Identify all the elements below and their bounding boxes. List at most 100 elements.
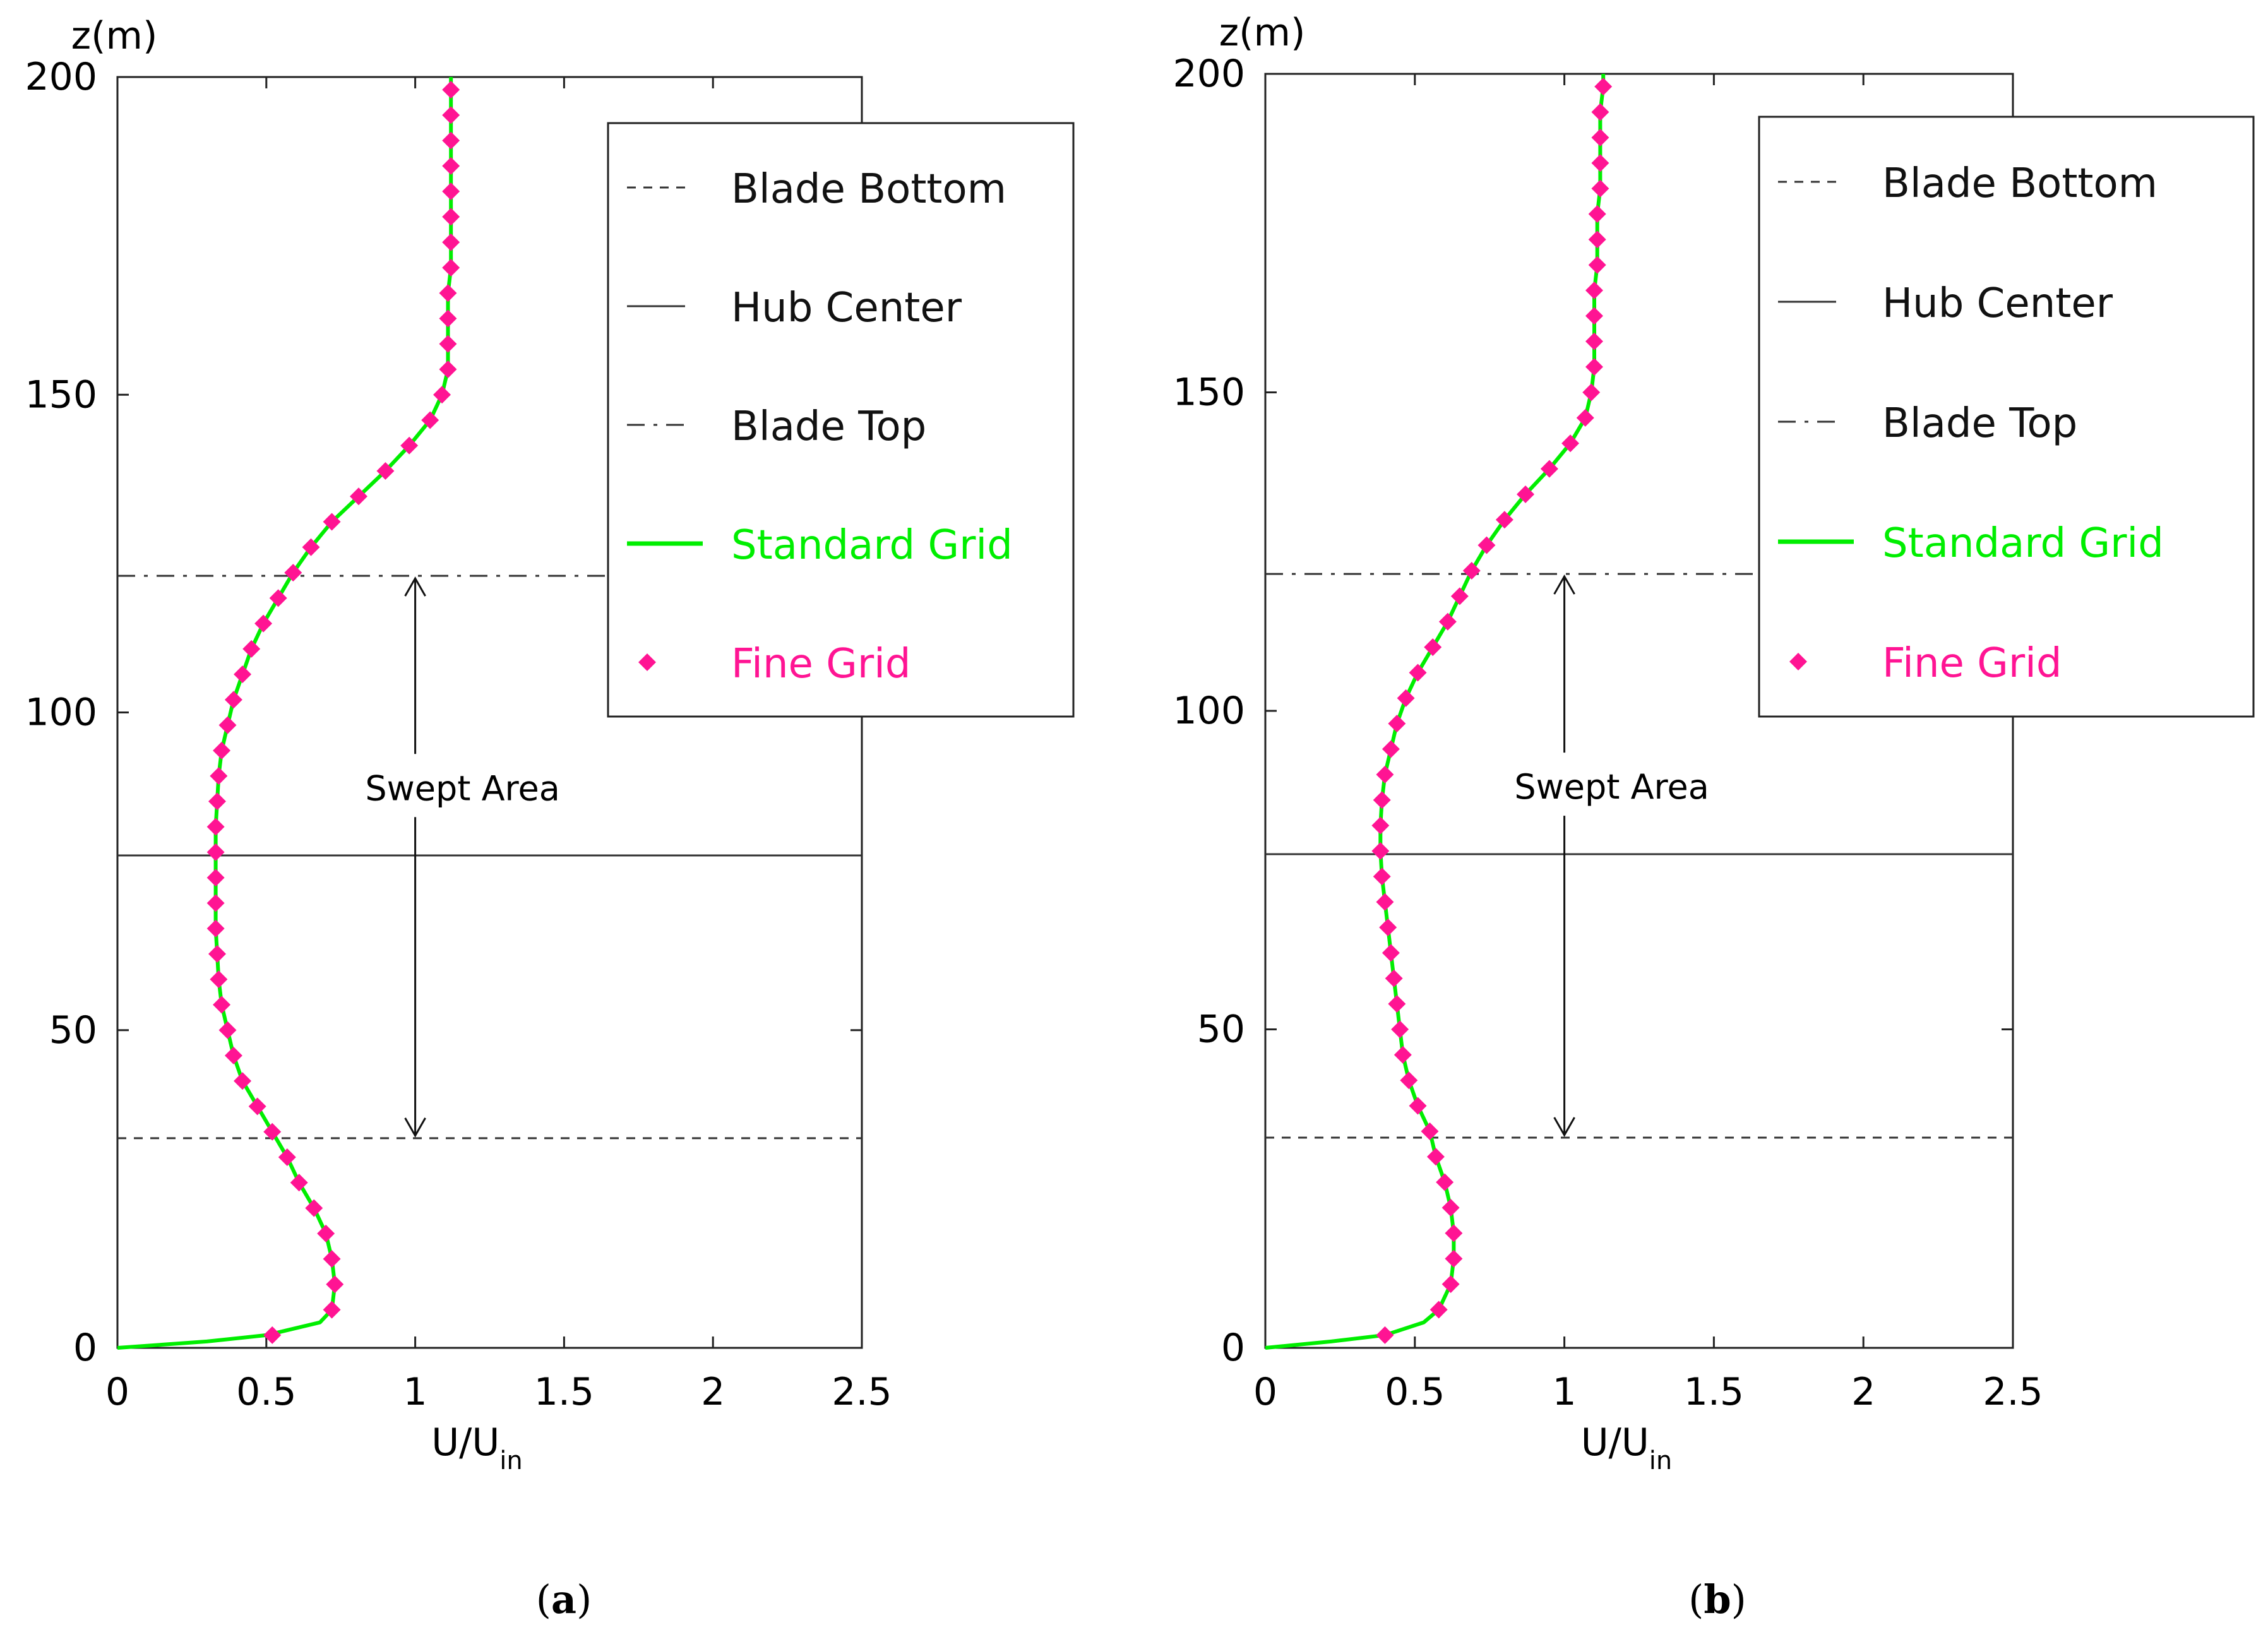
y-tick-label: 150	[1173, 371, 1245, 415]
fine-grid-point	[206, 843, 225, 861]
fine-grid-point	[1591, 128, 1609, 146]
swept-area-arrowhead-up	[404, 576, 426, 597]
fine-grid-point	[1376, 765, 1394, 783]
legend-box	[607, 122, 1075, 718]
fine-grid-point	[442, 182, 460, 201]
fine-grid-point	[1409, 664, 1427, 682]
fine-grid-point	[1388, 715, 1406, 733]
fine-grid-point	[1429, 1301, 1448, 1319]
x-tick-label: 1.5	[1684, 1370, 1744, 1414]
legend-label: Fine Grid	[731, 641, 911, 688]
panel-caption: (a)	[536, 1576, 592, 1622]
fine-grid-point	[1382, 944, 1400, 962]
swept-area-arrowhead-down	[1553, 1117, 1575, 1138]
fine-grid-point	[1462, 562, 1481, 580]
x-axis-title: U/Uin	[1581, 1420, 1673, 1475]
legend-label: Fine Grid	[1882, 640, 2062, 687]
x-tick-label: 0.5	[1385, 1370, 1445, 1414]
fine-grid-point	[1391, 1020, 1409, 1039]
fine-grid-point	[442, 233, 460, 251]
fine-grid-point	[1585, 358, 1603, 376]
fine-grid-point	[1426, 1148, 1445, 1166]
panel-caption: (b)	[1688, 1576, 1746, 1622]
fine-grid-point	[442, 258, 460, 277]
fine-grid-point	[206, 818, 225, 836]
fine-grid-point	[1588, 256, 1606, 274]
fine-grid-point	[376, 462, 395, 480]
fine-grid-point	[1382, 740, 1400, 758]
fine-grid-point	[323, 1301, 341, 1319]
fine-grid-point	[400, 436, 419, 455]
legend-label: Standard Grid	[731, 522, 1013, 569]
fine-grid-point	[1591, 179, 1609, 198]
fine-grid-point	[1445, 1249, 1463, 1268]
fine-grid-point	[1561, 434, 1580, 453]
fine-grid-point	[1371, 842, 1390, 860]
y-tick-label: 200	[1173, 52, 1245, 96]
fine-grid-point	[439, 360, 457, 378]
fine-grid-point	[213, 741, 231, 759]
fine-grid-point	[278, 1148, 296, 1167]
fine-grid-point	[1436, 1173, 1454, 1191]
fine-grid-point	[433, 386, 451, 404]
fine-grid-point	[269, 589, 287, 607]
fine-grid-point	[1441, 1275, 1460, 1294]
caption-letter: a	[551, 1576, 576, 1622]
legend-label: Blade Bottom	[731, 166, 1006, 213]
fine-grid-point	[1379, 919, 1397, 937]
fine-grid-point	[210, 970, 228, 989]
y-tick-label: 0	[73, 1326, 97, 1370]
x-tick-label: 1	[1553, 1370, 1577, 1414]
x-tick-label: 2	[1851, 1370, 1875, 1414]
fine-grid-point	[1576, 408, 1594, 427]
fine-grid-point	[1585, 332, 1603, 350]
fine-grid-point	[1438, 612, 1457, 631]
caption-open: (	[1688, 1576, 1704, 1622]
fine-grid-point	[442, 131, 460, 150]
fine-grid-point	[1450, 587, 1469, 605]
fine-grid-point	[305, 1199, 323, 1217]
fine-grid-point	[213, 996, 231, 1014]
fine-grid-point	[208, 944, 226, 963]
y-axis-title: z(m)	[71, 14, 158, 58]
fine-grid-point	[290, 1174, 308, 1192]
fine-grid-point	[1371, 816, 1390, 835]
legend-label: Blade Top	[731, 403, 926, 450]
fine-grid-point	[1400, 1071, 1418, 1090]
x-tick-label: 1.5	[534, 1370, 594, 1414]
fine-grid-point	[442, 106, 460, 124]
fine-grid-point	[1585, 282, 1603, 300]
fine-grid-point	[442, 81, 460, 99]
fine-grid-point	[1540, 460, 1558, 478]
y-tick-label: 50	[1197, 1008, 1245, 1052]
caption-close: )	[576, 1576, 592, 1622]
fine-grid-point	[1591, 103, 1609, 121]
x-tick-label: 2	[701, 1370, 725, 1414]
fine-grid-point	[210, 767, 228, 785]
fine-grid-point	[1477, 536, 1496, 554]
x-axis-title-main: U/U	[1581, 1420, 1649, 1465]
fine-grid-point	[254, 614, 273, 633]
x-tick-label: 0	[105, 1370, 129, 1414]
fine-grid-point	[439, 284, 457, 302]
fine-grid-point	[1424, 638, 1442, 657]
y-tick-label: 150	[25, 372, 97, 417]
fine-grid-point	[323, 513, 341, 531]
y-tick-label: 0	[1221, 1326, 1245, 1370]
fine-grid-point	[263, 1326, 282, 1344]
swept-area-arrowhead-up	[1553, 574, 1575, 595]
fine-grid-point	[1373, 791, 1391, 809]
fine-grid-point	[224, 691, 242, 709]
fine-grid-point	[349, 487, 367, 506]
fine-grid-point	[218, 1021, 237, 1039]
fine-grid-point	[1376, 893, 1394, 911]
fine-grid-point	[1445, 1224, 1463, 1242]
x-axis-title-sub: in	[499, 1446, 522, 1475]
fine-grid-point	[302, 538, 320, 556]
fine-grid-point	[1421, 1122, 1439, 1140]
fine-grid-point	[218, 716, 237, 734]
fine-grid-point	[1594, 78, 1613, 96]
fine-grid-point	[1517, 485, 1535, 503]
caption-open: (	[536, 1576, 551, 1622]
